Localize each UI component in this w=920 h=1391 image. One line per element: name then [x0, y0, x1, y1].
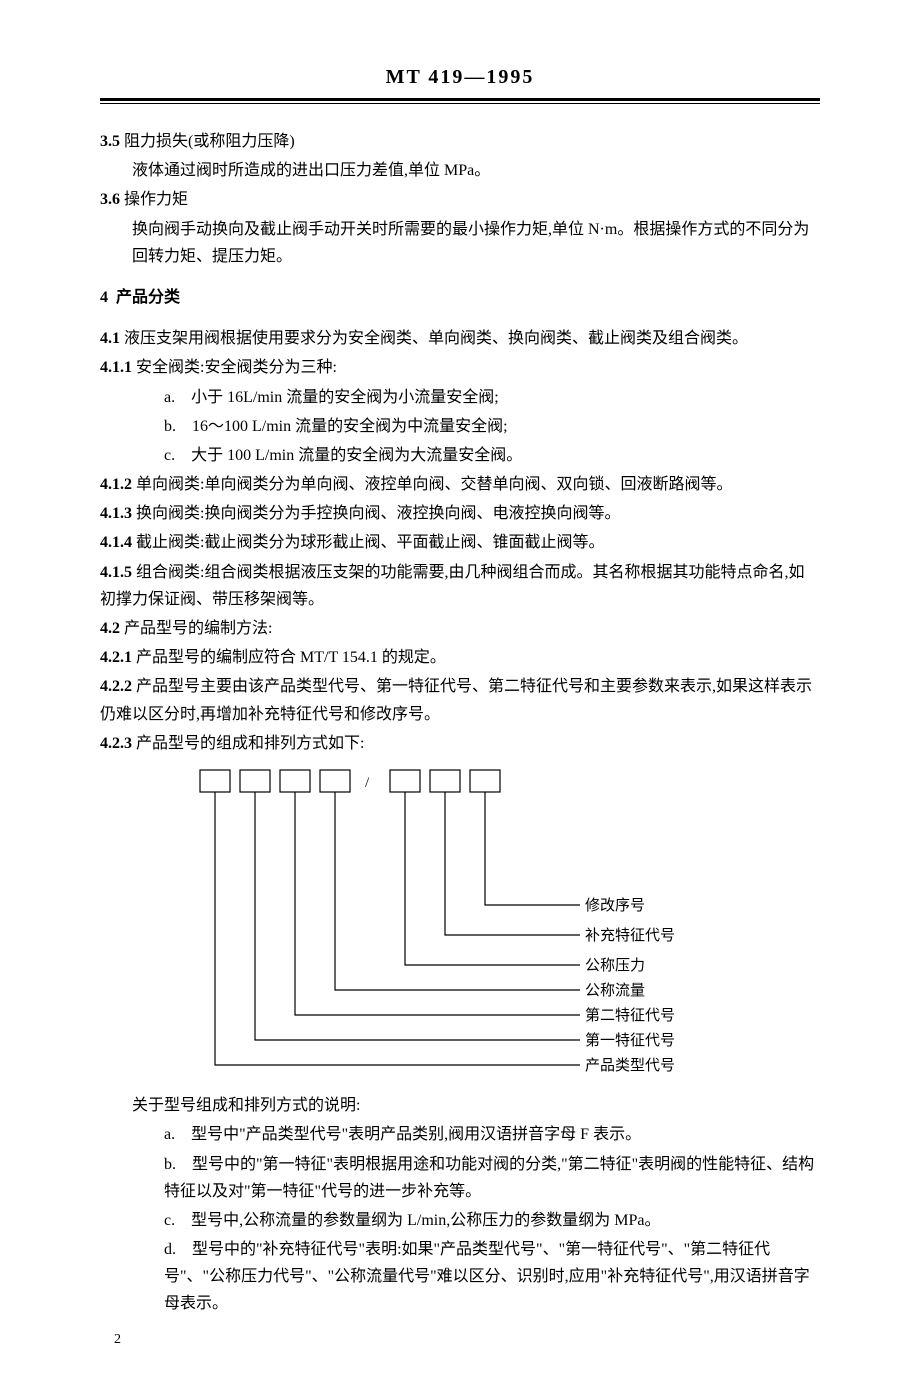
body: 换向阀类:换向阀类分为手控换向阀、液控换向阀、电液控换向阀等。: [136, 505, 620, 522]
explain-c: c. 型号中,公称流量的参数量纲为 L/min,公称压力的参数量纲为 MPa。: [100, 1207, 820, 1234]
body: 产品型号的编制方法:: [124, 620, 272, 637]
diagram-label-1: 产品类型代号: [585, 1057, 675, 1074]
num: 4.2: [100, 620, 120, 637]
title: 安全阀类:安全阀类分为三种:: [136, 359, 337, 376]
sec-3-5-body: 液体通过阀时所造成的进出口压力差值,单位 MPa。: [100, 157, 820, 184]
sec-4-1-1-a: a. 小于 16L/min 流量的安全阀为小流量安全阀;: [100, 384, 820, 411]
body: 液压支架用阀根据使用要求分为安全阀类、单向阀类、换向阀类、截止阀类及组合阀类。: [124, 330, 748, 347]
body: 单向阀类:单向阀类分为单向阀、液控单向阀、交替单向阀、双向锁、回液断路阀等。: [136, 476, 732, 493]
diagram-label-3: 第二特征代号: [585, 1006, 675, 1024]
explain-b: b. 型号中的"第一特征"表明根据用途和功能对阀的分类,"第二特征"表明阀的性能…: [100, 1151, 820, 1205]
sec-3-5: 3.5 阻力损失(或称阻力压降): [100, 128, 820, 155]
sec-4-2: 4.2 产品型号的编制方法:: [100, 615, 820, 642]
title: 阻力损失(或称阻力压降): [124, 133, 295, 150]
num: 3.6: [100, 191, 120, 208]
num: 4: [100, 289, 108, 306]
slash-label: /: [365, 775, 370, 791]
page-number: 2: [100, 1328, 820, 1352]
diagram-label-7: 修改序号: [585, 897, 645, 914]
sec-4-1: 4.1 液压支架用阀根据使用要求分为安全阀类、单向阀类、换向阀类、截止阀类及组合…: [100, 325, 820, 352]
num: 4.1.5: [100, 564, 132, 581]
num: 4.1.4: [100, 534, 132, 551]
num: 4.2.3: [100, 735, 132, 752]
body: 产品型号的组成和排列方式如下:: [136, 735, 364, 752]
sec-3-6-body: 换向阀手动换向及截止阀手动开关时所需要的最小操作力矩,单位 N·m。根据操作方式…: [100, 216, 820, 270]
num: 4.2.1: [100, 649, 132, 666]
explain-d: d. 型号中的"补充特征代号"表明:如果"产品类型代号"、"第一特征代号"、"第…: [100, 1236, 820, 1318]
sec-4-1-1-c: c. 大于 100 L/min 流量的安全阀为大流量安全阀。: [100, 442, 820, 469]
doc-code: MT 419—1995: [100, 60, 820, 98]
sec-4-1-1: 4.1.1 安全阀类:安全阀类分为三种:: [100, 354, 820, 381]
sec-4-1-1-b: b. 16～100 L/min 流量的安全阀为中流量安全阀;: [100, 413, 820, 440]
title: 操作力矩: [124, 191, 188, 208]
sec-4-2-1: 4.2.1 产品型号的编制应符合 MT/T 154.1 的规定。: [100, 644, 820, 671]
rule-thick: [100, 98, 820, 101]
num: 4.1.1: [100, 359, 132, 376]
sec-4-1-4: 4.1.4 截止阀类:截止阀类分为球形截止阀、平面截止阀、锥面截止阀等。: [100, 529, 820, 556]
diagram-label-6: 补充特征代号: [585, 927, 675, 944]
num: 4.2.2: [100, 678, 132, 695]
num: 3.5: [100, 133, 120, 150]
sec-4-2-2: 4.2.2 产品型号主要由该产品类型代号、第一特征代号、第二特征代号和主要参数来…: [100, 673, 820, 727]
sec-4-1-2: 4.1.2 单向阀类:单向阀类分为单向阀、液控单向阀、交替单向阀、双向锁、回液断…: [100, 471, 820, 498]
num: 4.1.2: [100, 476, 132, 493]
rule-thin: [100, 103, 820, 104]
sec-4-2-3: 4.2.3 产品型号的组成和排列方式如下:: [100, 730, 820, 757]
diagram-label-5: 公称压力: [585, 957, 645, 974]
sec-4-1-3: 4.1.3 换向阀类:换向阀类分为手控换向阀、液控换向阀、电液控换向阀等。: [100, 500, 820, 527]
body: 组合阀类:组合阀类根据液压支架的功能需要,由几种阀组合而成。其名称根据其功能特点…: [100, 564, 804, 608]
title: 产品分类: [116, 289, 180, 306]
num: 4.1: [100, 330, 120, 347]
sec-4: 4 产品分类: [100, 284, 820, 311]
diagram-label-2: 第一特征代号: [585, 1031, 675, 1049]
body: 产品型号的编制应符合 MT/T 154.1 的规定。: [136, 649, 446, 666]
diagram-label-4: 公称流量: [585, 982, 645, 999]
explain-lead: 关于型号组成和排列方式的说明:: [100, 1092, 820, 1119]
num: 4.1.3: [100, 505, 132, 522]
sec-3-6: 3.6 操作力矩: [100, 186, 820, 213]
body: 产品型号主要由该产品类型代号、第一特征代号、第二特征代号和主要参数来表示,如果这…: [100, 678, 812, 722]
body: 截止阀类:截止阀类分为球形截止阀、平面截止阀、锥面截止阀等。: [136, 534, 604, 551]
explain-a: a. 型号中"产品类型代号"表明产品类别,阀用汉语拼音字母 F 表示。: [100, 1121, 820, 1148]
sec-4-1-5: 4.1.5 组合阀类:组合阀类根据液压支架的功能需要,由几种阀组合而成。其名称根…: [100, 559, 820, 613]
model-code-diagram: / 修改序号 补充特征代号 公称压力 公称流量 第二特征代号 第一特征代号 产品…: [180, 765, 820, 1084]
